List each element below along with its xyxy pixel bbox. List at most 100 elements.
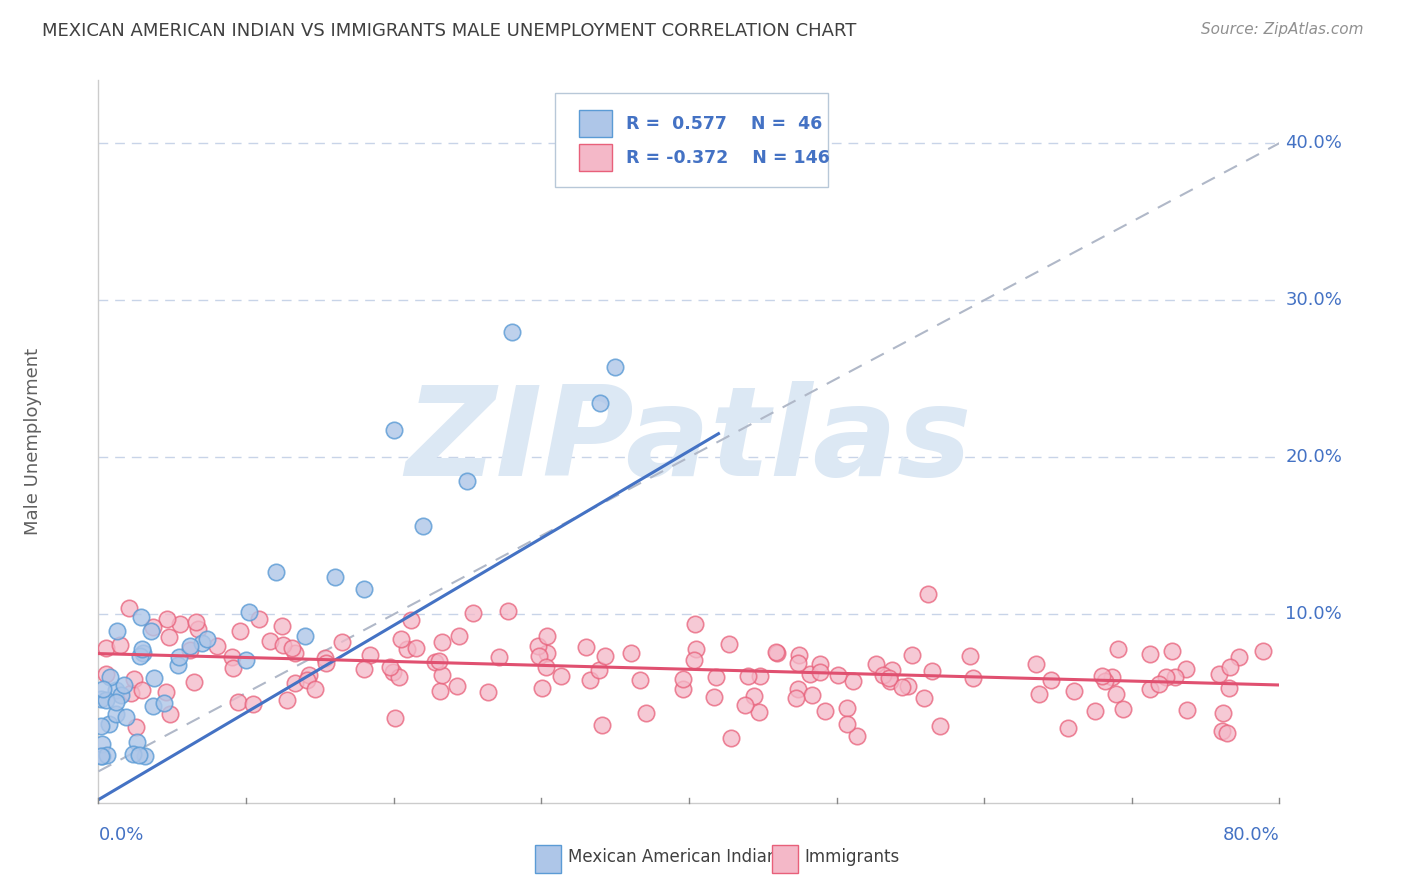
Point [1056,721,1078,735]
Point [315,657,337,671]
Point [396,642,419,657]
Point [96,693,118,707]
Text: Mexican American Indians: Mexican American Indians [568,848,786,866]
Point [114,678,136,692]
Point [1139,648,1161,662]
Point [323,570,346,584]
Point [382,665,405,679]
Point [330,634,353,648]
Point [425,655,447,669]
Point [297,667,319,681]
Point [578,673,600,687]
Point [90,719,112,733]
Point [897,679,920,693]
Text: MEXICAN AMERICAN INDIAN VS IMMIGRANTS MALE UNEMPLOYMENT CORRELATION CHART: MEXICAN AMERICAN INDIAN VS IMMIGRANTS MA… [42,22,856,40]
Point [122,673,145,687]
Point [153,697,176,711]
Point [190,635,212,649]
Point [877,671,900,685]
Point [589,396,612,410]
Point [229,624,252,638]
Point [249,612,271,626]
Text: 0.0%: 0.0% [98,826,143,845]
Point [142,671,165,685]
Point [477,685,499,699]
Text: 10.0%: 10.0% [1285,606,1343,624]
Point [1107,641,1129,656]
Point [720,731,742,745]
Point [104,707,127,722]
Point [1212,706,1234,720]
Point [1160,644,1182,658]
Point [837,717,859,731]
Text: 80.0%: 80.0% [1223,826,1279,845]
Point [962,671,984,685]
Point [159,706,181,721]
Point [91,748,114,763]
Point [1215,726,1237,740]
Point [1139,682,1161,697]
Point [1227,649,1250,664]
Point [501,325,523,339]
Point [748,705,770,719]
Point [412,519,434,533]
Point [1094,674,1116,689]
Point [405,641,427,656]
Point [314,650,336,665]
Text: Immigrants: Immigrants [804,848,900,866]
Point [388,670,411,684]
Text: Source: ZipAtlas.com: Source: ZipAtlas.com [1201,22,1364,37]
Point [281,640,304,655]
Point [115,710,138,724]
Point [1028,687,1050,701]
Point [353,582,375,596]
Point [901,648,924,662]
Point [1112,702,1135,716]
Point [880,664,903,678]
Point [488,649,510,664]
Point [1091,669,1114,683]
Point [131,646,153,660]
Point [808,665,831,680]
Point [297,673,319,687]
Point [530,681,553,695]
Point [121,747,143,762]
Point [284,646,307,660]
Point [205,640,228,654]
Point [1174,662,1197,676]
Point [865,657,887,671]
Point [890,680,912,694]
Point [808,657,831,672]
Point [917,587,939,601]
Point [814,704,837,718]
Point [155,685,177,699]
Point [1253,644,1275,658]
Point [683,616,706,631]
Point [912,691,935,706]
Point [429,654,451,668]
Point [605,360,627,375]
Point [928,719,950,733]
Point [801,689,824,703]
Text: 40.0%: 40.0% [1285,134,1343,153]
Point [765,645,787,659]
Point [703,690,725,704]
Point [90,748,112,763]
Point [105,683,128,698]
Point [717,636,740,650]
Point [242,697,264,711]
Point [457,474,479,488]
Point [221,650,243,665]
Point [98,670,121,684]
Point [872,668,894,682]
Point [235,653,257,667]
Point [527,648,550,663]
Point [134,748,156,763]
Point [1039,673,1062,688]
Point [259,634,281,648]
Point [685,642,707,657]
Point [284,676,307,690]
Point [827,667,849,681]
Point [183,674,205,689]
Point [142,620,165,634]
